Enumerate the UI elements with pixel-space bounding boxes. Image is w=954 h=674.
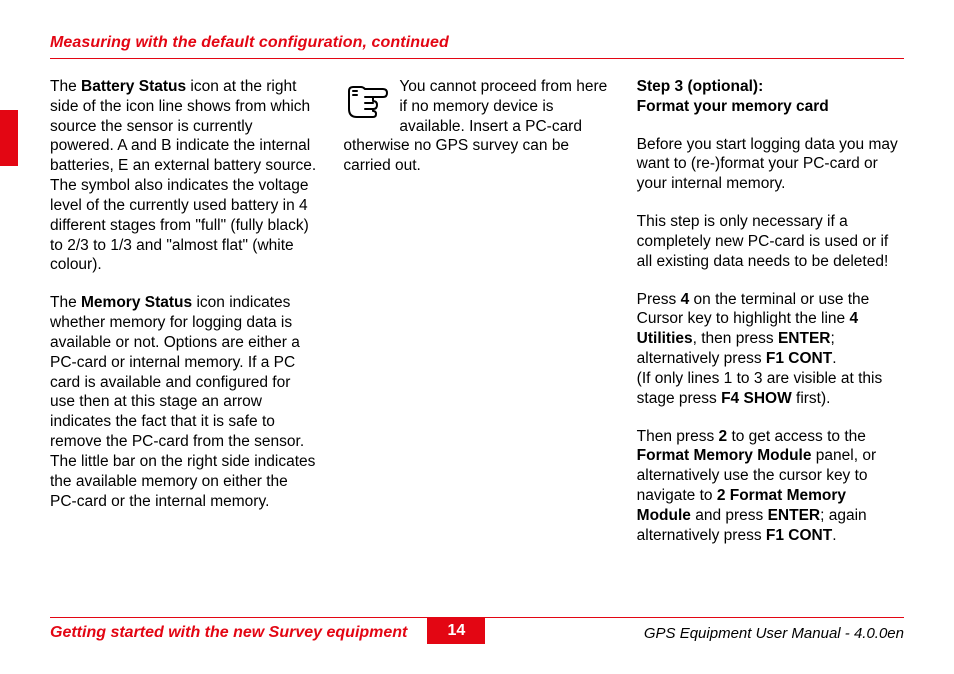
step-subheading: Format your memory card	[637, 98, 829, 115]
footer-manual-title: GPS Equipment User Manual - 4.0.0en	[485, 621, 904, 642]
text: Press	[637, 291, 681, 308]
pointing-hand-icon	[343, 79, 391, 123]
section-header: Measuring with the default configuration…	[50, 34, 904, 52]
bold-text: Battery Status	[81, 78, 186, 95]
text: .	[832, 527, 836, 544]
footer-row: Getting started with the new Survey equi…	[50, 618, 904, 644]
header-rule	[50, 58, 904, 59]
page-number: 14	[427, 618, 485, 644]
step-heading: Step 3 (optional):	[637, 78, 764, 95]
side-tab-marker	[0, 110, 18, 166]
bold-text: Format Memory Module	[637, 447, 812, 464]
text: icon indicates whether memory for loggin…	[50, 294, 315, 509]
text: to get access to the	[727, 428, 866, 445]
col3-para2: This step is only necessary if a complet…	[637, 212, 904, 271]
col2-para1: You cannot proceed from here if no memor…	[343, 77, 610, 176]
page-footer: Getting started with the new Survey equi…	[50, 617, 904, 644]
bold-text: F4 SHOW	[721, 390, 792, 407]
column-1: The Battery Status icon at the right sid…	[50, 77, 317, 546]
column-2: You cannot proceed from here if no memor…	[343, 77, 610, 546]
content-columns: The Battery Status icon at the right sid…	[50, 77, 904, 546]
column-3: Step 3 (optional): Format your memory ca…	[637, 77, 904, 546]
text: The	[50, 294, 81, 311]
col3-heading: Step 3 (optional): Format your memory ca…	[637, 77, 904, 117]
page-container: Measuring with the default configuration…	[0, 0, 954, 674]
col1-para2: The Memory Status icon indicates whether…	[50, 293, 317, 511]
text: The	[50, 78, 81, 95]
bold-text: ENTER	[768, 507, 821, 524]
bold-text: F1 CONT	[766, 350, 832, 367]
bold-text: F1 CONT	[766, 527, 832, 544]
bold-text: 2	[719, 428, 728, 445]
text: icon at the right side of the icon line …	[50, 78, 316, 273]
footer-section-title: Getting started with the new Survey equi…	[50, 620, 427, 642]
bold-text: ENTER	[778, 330, 831, 347]
text: .	[832, 350, 836, 367]
bold-text: Memory Status	[81, 294, 192, 311]
col3-para1: Before you start logging data you may wa…	[637, 135, 904, 194]
bold-text: 4	[681, 291, 690, 308]
col1-para1: The Battery Status icon at the right sid…	[50, 77, 317, 275]
text: first).	[792, 390, 831, 407]
text: Then press	[637, 428, 719, 445]
col3-para4: Then press 2 to get access to the Format…	[637, 427, 904, 546]
text: , then press	[693, 330, 778, 347]
text: and press	[691, 507, 768, 524]
col3-para3: Press 4 on the terminal or use the Curso…	[637, 290, 904, 409]
